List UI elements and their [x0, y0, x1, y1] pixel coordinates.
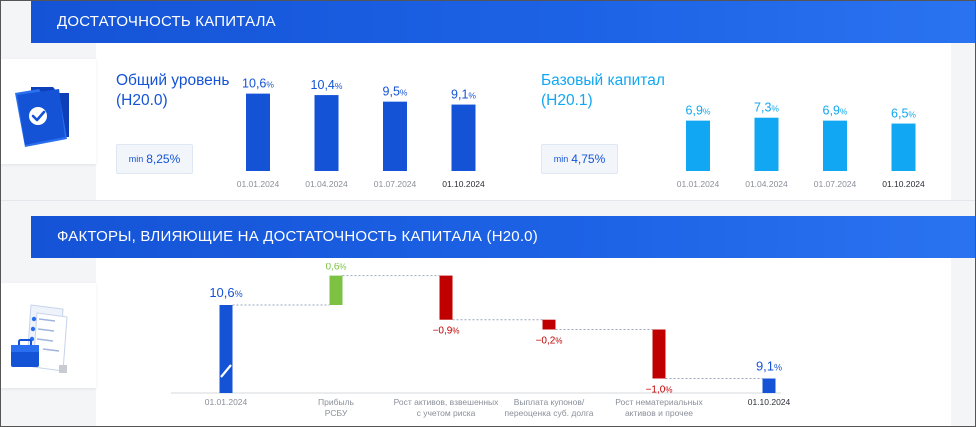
chart-core-capital: 6,9% 01.01.2024 7,3% 01.04.2024 6,9% 01.07.20… — [677, 101, 925, 189]
waterfall-category-label: Выплата купонов/ — [514, 397, 585, 407]
bar-01.07.2024 — [383, 101, 407, 171]
waterfall-delta-bar — [652, 329, 666, 379]
chart-total-capital: 10,6% 01.01.2024 10,4% 01.04.2024 9,5% 01.07.… — [237, 77, 485, 189]
metric-core-min-badge: min 4,75% — [541, 144, 618, 174]
metric-total-title-line1: Общий уровень — [116, 72, 230, 89]
waterfall-category-label: Рост активов, взвешенных — [394, 397, 500, 407]
section-banner-capital-adequacy: ДОСТАТОЧНОСТЬ КАПИТАЛА — [31, 1, 975, 43]
value-label: 6,9% — [686, 104, 711, 118]
metric-total-title: Общий уровень (Н20.0) — [116, 71, 229, 111]
value-label: 7,3% — [754, 101, 779, 115]
metric-core-title: Базовый капитал (Н20.1) — [541, 71, 665, 111]
value-label: 9,1% — [451, 88, 476, 102]
bar-01.10.2024 — [451, 104, 476, 171]
waterfall-total-bar — [762, 378, 776, 393]
waterfall-category-label: 01.10.2024 — [748, 397, 791, 407]
metric-total-min-badge: min 8,25% — [116, 144, 193, 174]
waterfall-value-label: −0,9% — [433, 326, 460, 337]
tick-label: 01.07.2024 — [374, 179, 417, 189]
section-title: ФАКТОРЫ, ВЛИЯЮЩИЕ НА ДОСТАТОЧНОСТЬ КАПИТ… — [57, 228, 538, 245]
waterfall-value-label: −1,0% — [646, 385, 673, 396]
waterfall-category-label: 01.01.2024 — [205, 397, 248, 407]
tick-label: 01.10.2024 — [882, 179, 925, 189]
bar-01.07.2024 — [823, 120, 847, 171]
value-label: 10,4% — [311, 78, 343, 92]
document-briefcase-icon-box — [1, 283, 96, 388]
waterfall-category-label: Рост нематериальных — [615, 397, 703, 407]
waterfall-value-label: −0,2% — [536, 336, 563, 347]
bar-01.01.2024 — [246, 93, 270, 171]
waterfall-delta-bar — [329, 275, 343, 305]
min-value: 4,75% — [571, 152, 606, 166]
tick-label: 01.01.2024 — [237, 179, 280, 189]
tick-label: 01.07.2024 — [814, 179, 857, 189]
waterfall-value-label: 0,6% — [325, 263, 346, 273]
waterfall-total-bar — [219, 305, 233, 393]
tick-label: 01.04.2024 — [745, 179, 788, 189]
capital-adequacy-panel — [96, 43, 951, 200]
waterfall-category-label: с учетом риска — [417, 408, 476, 418]
min-label: min — [128, 154, 144, 164]
factors-panel — [96, 258, 951, 426]
tick-label: 01.10.2024 — [442, 179, 485, 189]
waterfall-category-label: активов и прочее — [625, 408, 693, 418]
metric-total-title-line2: (Н20.0) — [116, 92, 168, 109]
bar-01.10.2024 — [891, 123, 916, 171]
waterfall-category-label: переоценка суб. долга — [505, 408, 594, 418]
section-banner-factors: ФАКТОРЫ, ВЛИЯЮЩИЕ НА ДОСТАТОЧНОСТЬ КАПИТ… — [31, 216, 975, 258]
section-title: ДОСТАТОЧНОСТЬ КАПИТАЛА — [57, 13, 276, 30]
bar-01.01.2024 — [686, 120, 710, 171]
bar-01.04.2024 — [314, 95, 339, 171]
bar-01.04.2024 — [754, 117, 779, 171]
min-value: 8,25% — [146, 152, 181, 166]
waterfall-category-label: Прибыль — [318, 397, 355, 407]
axis-break-mark — [220, 364, 232, 378]
value-label: 10,6% — [242, 77, 274, 91]
document-briefcase-icon — [11, 304, 68, 373]
metric-core-title-line1: Базовый капитал — [541, 72, 665, 89]
metric-core-title-line2: (Н20.1) — [541, 92, 593, 109]
value-label: 6,9% — [823, 104, 848, 118]
folder-check-icon — [15, 87, 69, 147]
waterfall-value-label: 10,6% — [209, 285, 242, 300]
section-divider — [1, 200, 975, 201]
tick-label: 01.04.2024 — [305, 179, 348, 189]
waterfall-category-label: РСБУ — [325, 408, 348, 418]
min-label: min — [553, 154, 569, 164]
value-label: 6,5% — [891, 107, 916, 121]
waterfall-delta-bar — [439, 275, 453, 320]
folder-check-icon-box — [1, 59, 96, 164]
axis-break-mark — [763, 364, 775, 378]
tick-label: 01.01.2024 — [677, 179, 720, 189]
waterfall-delta-bar — [542, 319, 556, 330]
value-label: 9,5% — [383, 85, 408, 99]
waterfall-value-label: 9,1% — [756, 359, 782, 374]
